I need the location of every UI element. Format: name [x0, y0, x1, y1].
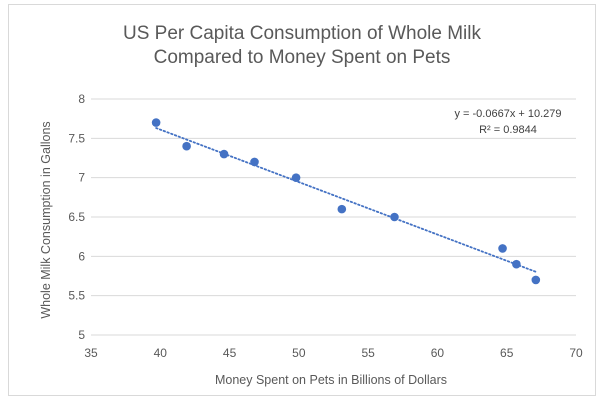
data-point-3 — [219, 149, 229, 159]
trendline — [155, 127, 537, 273]
chart-title: US Per Capita Consumption of Whole Milk … — [8, 22, 596, 70]
y-tick-label: 5 — [78, 328, 85, 342]
data-point-6 — [337, 204, 347, 214]
chart-area — [8, 4, 596, 396]
trendline-r-squared: R² = 0.9844 — [479, 124, 537, 136]
chart-title-line-2: Compared to Money Spent on Pets — [153, 47, 451, 68]
x-tick-label: 65 — [500, 346, 514, 360]
x-tick-label: 70 — [569, 346, 583, 360]
x-tick-label: 35 — [84, 346, 98, 360]
x-tick-label: 45 — [223, 346, 237, 360]
data-point-9 — [512, 259, 521, 269]
data-point-5 — [291, 173, 301, 182]
tick-labels: 5 5.5 6 6.5 7 7.5 8 35 40 45 50 55 60 65 70 — [68, 92, 583, 360]
x-tick-label: 50 — [292, 346, 306, 360]
data-point-2 — [182, 141, 191, 151]
y-axis-title: Whole Milk Consumption in Gallons — [39, 121, 53, 318]
data-point-8 — [498, 244, 507, 253]
data-point-7 — [390, 212, 399, 222]
x-tick-label: 55 — [361, 346, 375, 360]
chart-title-line-1: US Per Capita Consumption of Whole Milk — [123, 23, 481, 44]
data-point-10 — [531, 275, 541, 285]
y-tick-label: 7 — [78, 171, 85, 185]
y-tick-label: 6 — [78, 249, 85, 263]
gridlines — [91, 98, 576, 336]
data-point-1 — [151, 118, 161, 127]
data-points — [151, 118, 541, 285]
x-axis-title: Money Spent on Pets in Billions of Dolla… — [215, 373, 447, 387]
y-tick-label: 8 — [78, 92, 85, 106]
data-point-4 — [250, 157, 259, 167]
y-tick-label: 7.5 — [68, 131, 85, 145]
trendline-equation: y = -0.0667x + 10.279 — [454, 108, 561, 120]
x-tick-label: 60 — [431, 346, 445, 360]
trendline-layer — [155, 127, 537, 273]
y-tick-label: 6.5 — [68, 210, 85, 224]
y-tick-label: 5.5 — [68, 289, 85, 303]
x-tick-label: 40 — [154, 346, 168, 360]
